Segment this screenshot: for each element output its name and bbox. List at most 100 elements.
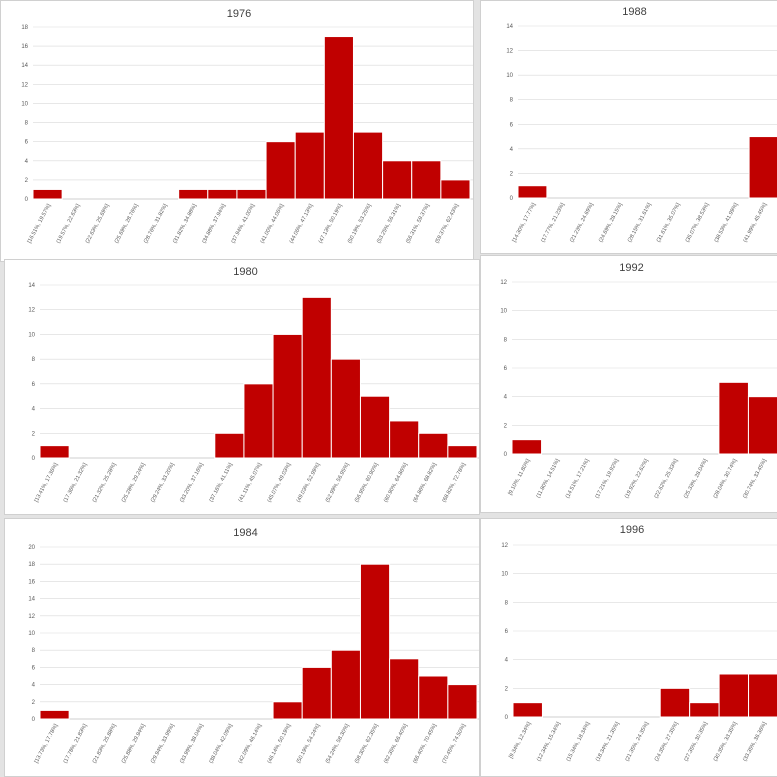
x-tick-label: (19.57%, 22.63%]	[56, 203, 82, 245]
chart-panel-1988: 1988 0 2 4 6 8 10 12 14 [14.30%, 17.77%] (17.77%, …	[480, 0, 777, 254]
chart-title: 1996	[620, 524, 644, 536]
bar	[718, 673, 750, 718]
bar	[418, 432, 449, 459]
x-tick-label: (33.35%, 36.36%]	[742, 721, 768, 763]
bar	[32, 188, 63, 200]
x-tick-label: (29.24%, 33.20%]	[150, 462, 176, 504]
x-tick-label: (24.69%, 28.15%]	[598, 202, 624, 244]
x-tick-label: (33.20%, 37.16%]	[179, 462, 205, 504]
x-tick-label: [13.41%, 17.36%]	[34, 462, 60, 504]
x-tick-label: (29.94%, 33.99%]	[150, 723, 176, 765]
x-tick-label: (34.88%, 37.94%]	[201, 203, 227, 245]
bar	[447, 445, 478, 459]
chart-panel-1984: 1984 0 2 4 6 8 10 12 14 16 18 20 [13.73%, 17.78%] (17…	[4, 518, 480, 777]
y-tick-label: 6	[510, 122, 514, 128]
x-tick-label: (15.34%, 18.34%]	[566, 721, 592, 763]
x-tick-label: (28.04%, 30.74%]	[713, 458, 739, 500]
bar	[236, 188, 267, 200]
y-tick-label: 8	[25, 121, 29, 127]
x-tick-label: (38.04%, 42.09%]	[208, 723, 234, 765]
x-tick-label: (31.61%, 35.07%]	[656, 202, 682, 244]
bar	[389, 420, 420, 459]
x-tick-label: (42.09%, 46.14%]	[237, 723, 263, 765]
bar	[272, 333, 303, 459]
y-tick-label: 6	[504, 366, 508, 372]
bar	[39, 445, 70, 459]
y-tick-label: 12	[506, 49, 513, 55]
y-tick-label: 0	[504, 452, 508, 458]
bar	[718, 381, 749, 455]
bar	[272, 701, 303, 720]
x-tick-label: (45.07%, 49.03%]	[267, 462, 293, 504]
x-tick-label: (64.86%, 68.82%]	[412, 462, 438, 504]
y-tick-label: 20	[28, 545, 35, 551]
y-tick-label: 0	[510, 196, 514, 202]
chart-title: 1984	[233, 527, 257, 539]
x-tick-label: [9.10%, 11.80%]	[507, 458, 531, 497]
y-tick-label: 14	[28, 283, 35, 289]
y-tick-label: 4	[510, 147, 514, 153]
chart-panel-1992: 1992 0 2 4 6 8 10 12 [9.10%, 11.80%] (11.80%, 14.…	[480, 255, 777, 513]
y-tick-label: 18	[21, 25, 28, 31]
x-tick-label: (11.80%, 14.51%]	[535, 458, 561, 499]
x-tick-label: (28.76%, 31.82%]	[143, 203, 169, 245]
y-tick-label: 14	[28, 597, 35, 603]
chart-title: 1992	[619, 262, 643, 274]
histogram-1992: 1992 0 2 4 6 8 10 12 [9.10%, 11.80%] (11.80%, 14.…	[500, 262, 777, 500]
bar	[214, 432, 245, 459]
y-tick-label: 12	[500, 280, 507, 286]
bar	[389, 658, 420, 720]
y-tick-label: 6	[505, 629, 509, 635]
x-tick-label: (17.77%, 21.23%]	[540, 202, 566, 244]
x-tick-label: (24.35%, 27.35%]	[654, 721, 680, 763]
x-tick-label: (18.34%, 21.35%]	[595, 721, 621, 763]
x-tick-label: (37.16%, 41.11%]	[208, 462, 234, 503]
x-tick-label: (12.34%, 15.34%]	[536, 721, 562, 763]
histogram-1988: 1988 0 2 4 6 8 10 12 14 [14.30%, 17.77%] (17.77%, …	[506, 6, 777, 244]
x-tick-label: (66.40%, 70.45%]	[412, 723, 438, 765]
y-tick-label: 8	[504, 337, 508, 343]
x-tick-label: (27.35%, 30.35%]	[683, 721, 709, 763]
x-tick-label: (21.32%, 25.28%]	[92, 462, 118, 504]
x-tick-label: (25.88%, 29.94%]	[121, 723, 147, 765]
bar	[382, 160, 413, 200]
bar	[440, 179, 471, 200]
x-tick-label: (70.45%, 74.50%]	[441, 723, 467, 765]
histogram-1984: 1984 0 2 4 6 8 10 12 14 16 18 20 [13.73%, 17.78%] (17…	[28, 527, 479, 765]
bar	[323, 36, 354, 200]
x-tick-label: (53.25%, 56.31%]	[376, 203, 402, 245]
chart-title: 1980	[233, 266, 257, 278]
y-tick-label: 6	[32, 382, 36, 388]
x-tick-label: (17.21%, 19.92%]	[594, 458, 620, 500]
bar	[511, 439, 543, 455]
y-tick-label: 2	[510, 171, 514, 177]
chart-panel-1996: 1996 0 2 4 6 8 10 12 [9.34%, 12.34%] (12.34%, 15.…	[480, 518, 777, 777]
y-tick-label: 8	[32, 357, 36, 363]
y-tick-label: 14	[21, 63, 28, 69]
x-tick-label: (21.23%, 24.69%]	[569, 202, 595, 244]
bar	[352, 131, 384, 200]
y-tick-label: 4	[32, 683, 36, 689]
y-tick-label: 0	[32, 717, 36, 723]
bar	[39, 709, 70, 720]
y-tick-label: 6	[25, 140, 29, 146]
x-tick-label: (58.30%, 62.35%]	[354, 723, 380, 765]
histogram-1976: 1976 0 2 4 6 8 10 12 14 16 18 [16.51%, 19.57%] (19.5…	[21, 8, 473, 245]
histogram-1996: 1996 0 2 4 6 8 10 12 [9.34%, 12.34%] (12.34%, 15.…	[501, 524, 777, 763]
y-tick-label: 18	[28, 562, 35, 568]
x-tick-label: (35.07%, 38.53%]	[685, 202, 711, 244]
x-tick-label: (37.94%, 41.00%]	[230, 203, 256, 245]
y-tick-label: 10	[501, 572, 508, 578]
bar	[301, 296, 332, 459]
y-tick-label: 8	[505, 600, 509, 606]
x-tick-label: [16.51%, 19.57%]	[27, 203, 53, 245]
bar	[512, 702, 543, 718]
x-tick-label: (21.35%, 24.35%]	[624, 721, 650, 763]
chart-title: 1976	[227, 8, 251, 20]
x-tick-label: (62.35%, 66.40%]	[383, 723, 409, 765]
bar	[178, 188, 209, 200]
x-tick-label: [14.30%, 17.77%]	[512, 202, 538, 244]
y-tick-label: 12	[501, 543, 508, 549]
y-tick-label: 10	[28, 631, 35, 637]
x-tick-label: (19.92%, 22.62%]	[624, 458, 650, 500]
